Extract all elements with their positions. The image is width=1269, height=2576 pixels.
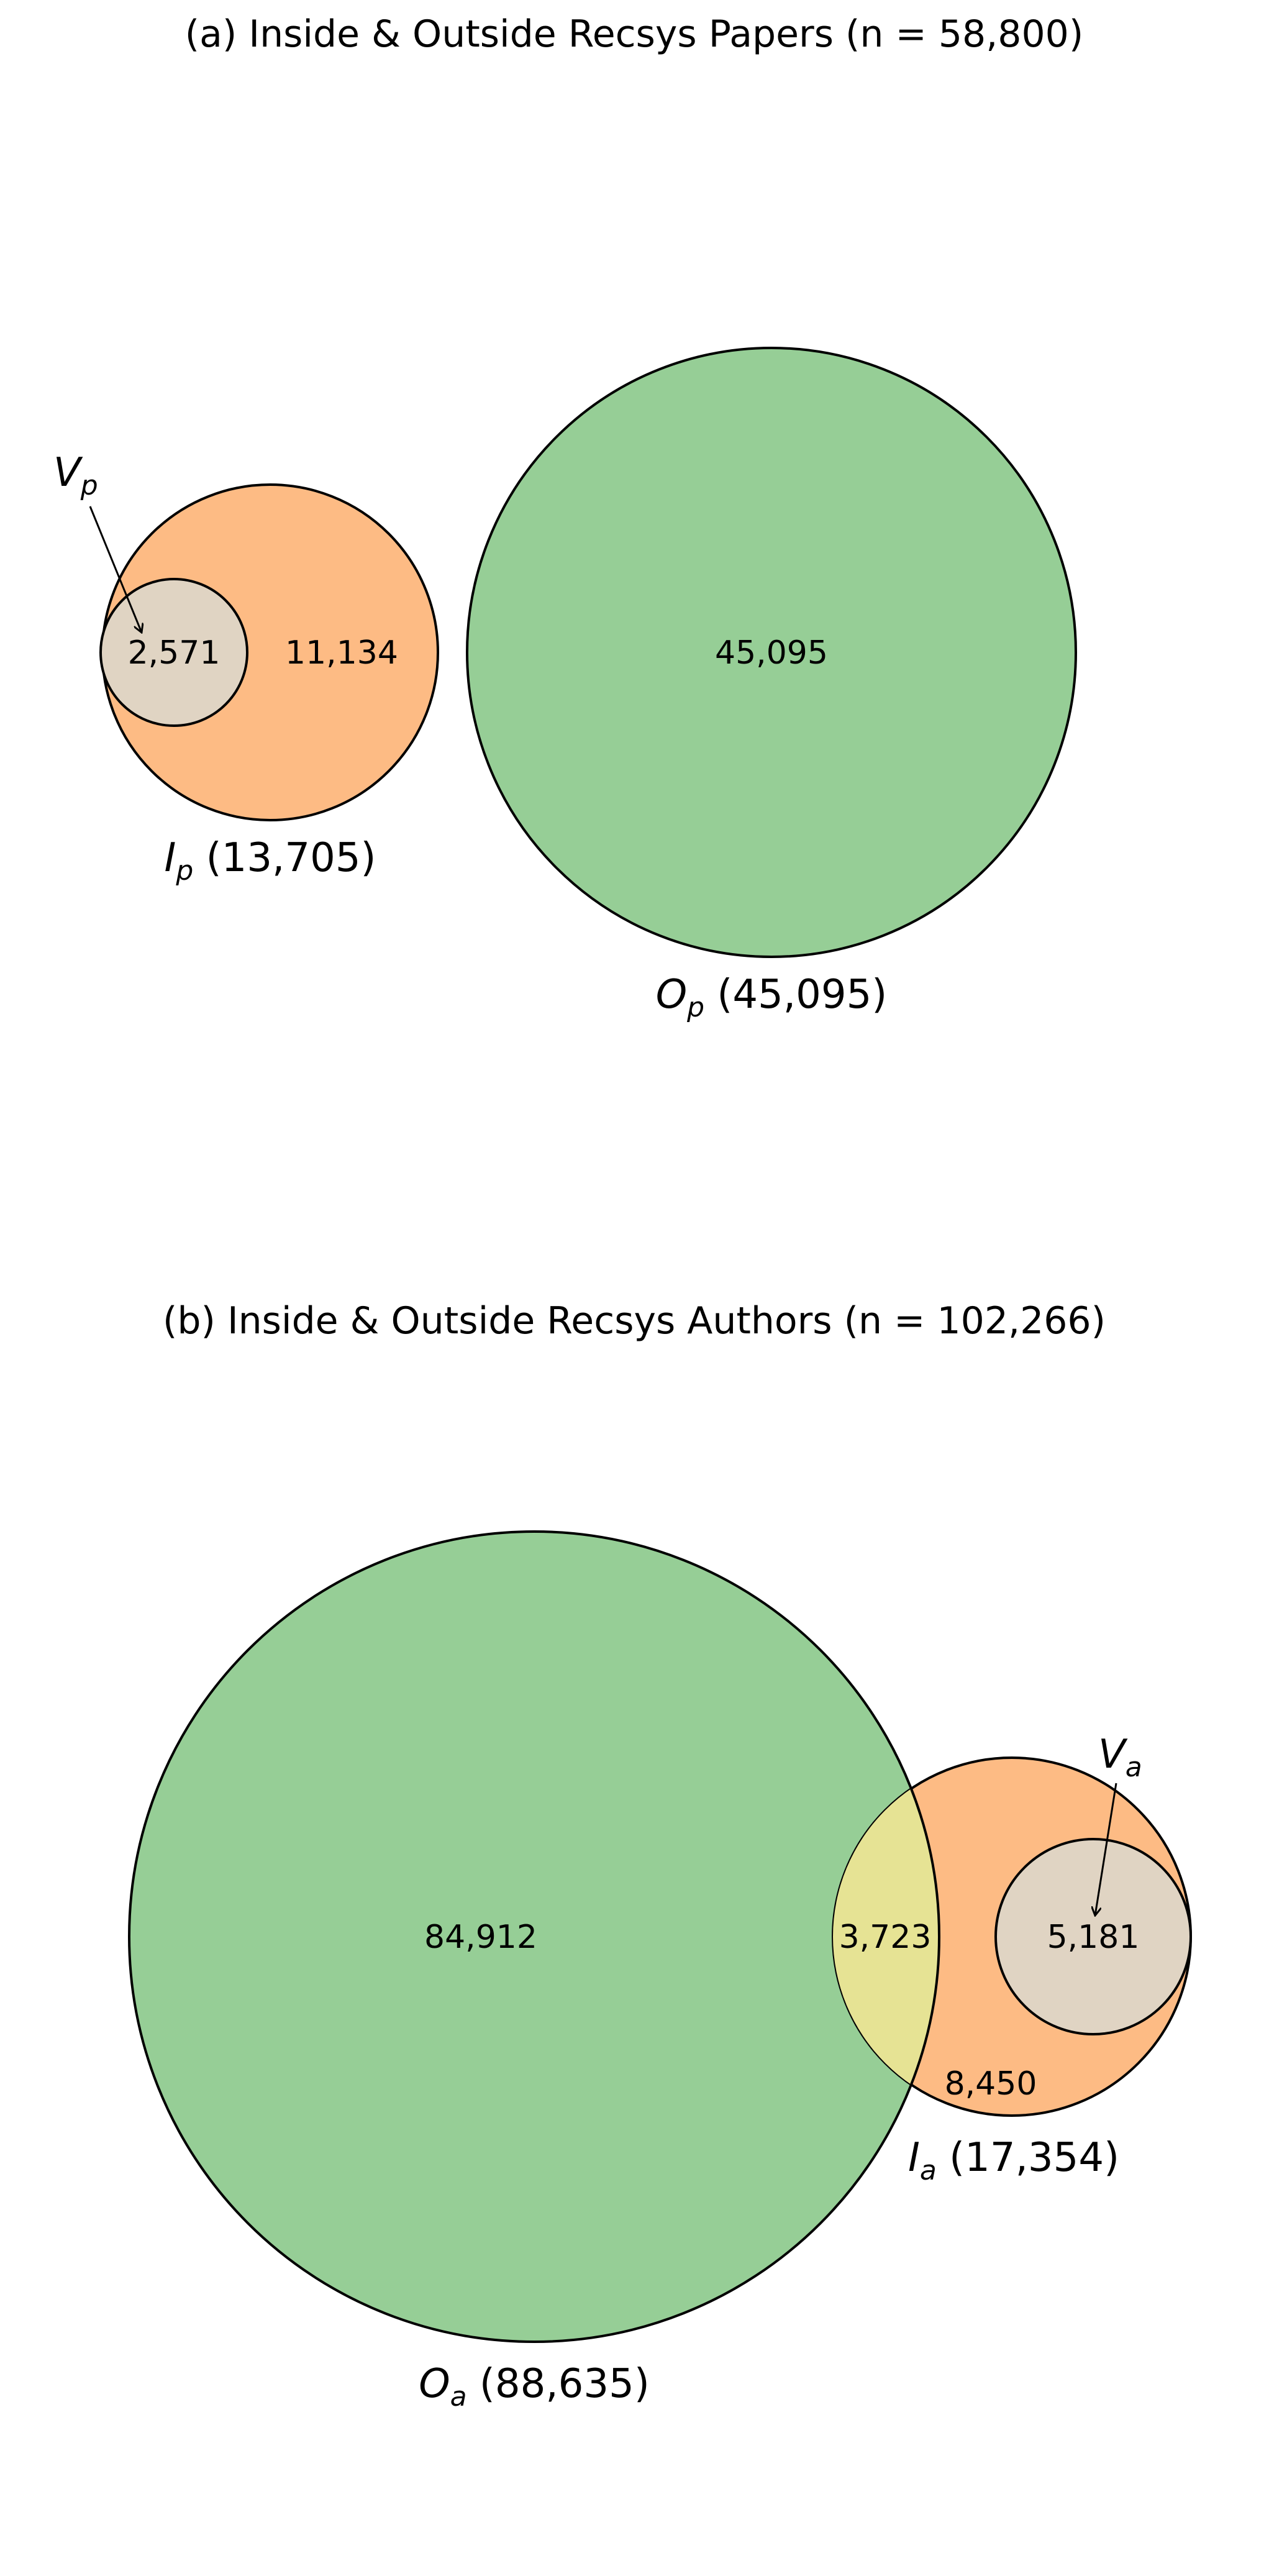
inside-authors-label: Ia (17,354) <box>908 2135 1119 2186</box>
venue-authors-label: Va <box>1098 1732 1142 1783</box>
panel-a: (a) Inside & Outside Recsys Papers (n = … <box>53 12 1083 1023</box>
panel-a-title: (a) Inside & Outside Recsys Papers (n = … <box>185 12 1083 56</box>
venue-authors-circle <box>994 1838 1192 2035</box>
venue-papers-arrow <box>89 506 142 633</box>
inside-only-authors-count: 8,450 <box>945 2065 1037 2103</box>
venue-papers-label: Vp <box>53 450 98 501</box>
inside-papers-label: Ip (13,705) <box>164 835 376 887</box>
venue-papers-circle <box>99 578 248 727</box>
overlap-authors-border <box>833 1758 940 2116</box>
overlap-authors-count: 3,723 <box>839 1919 932 1956</box>
outside-papers-label: Op (45,095) <box>656 972 888 1023</box>
inside-only-papers-count: 11,134 <box>285 634 398 672</box>
outside-authors-label: Oa (88,635) <box>419 2361 650 2413</box>
panel-b-title: (b) Inside & Outside Recsys Authors (n =… <box>163 1299 1106 1343</box>
panel-b: (b) Inside & Outside Recsys Authors (n =… <box>128 1299 1192 2413</box>
venue-authors-count: 5,181 <box>1047 1919 1140 1956</box>
venue-authors-arrow <box>1095 1783 1117 1916</box>
outside-papers-count: 45,095 <box>715 634 828 672</box>
venue-papers-count: 2,571 <box>128 634 221 672</box>
outside-only-authors-count: 84,912 <box>424 1919 537 1956</box>
outside-papers-circle <box>466 347 1077 958</box>
